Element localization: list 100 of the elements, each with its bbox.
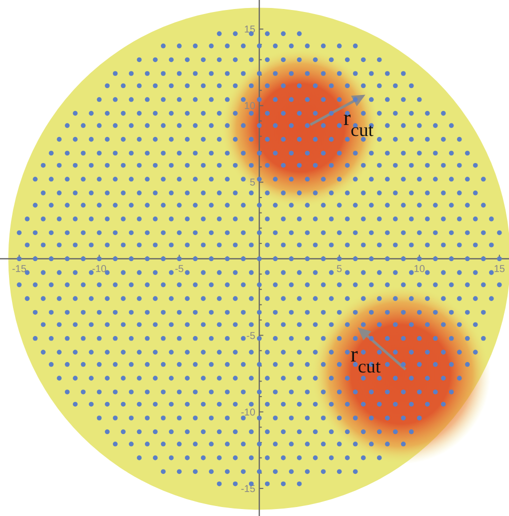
point xyxy=(248,136,254,142)
point xyxy=(224,230,230,236)
point xyxy=(256,390,262,394)
point xyxy=(272,362,278,367)
point xyxy=(264,322,270,328)
point xyxy=(464,336,470,341)
point xyxy=(328,455,334,460)
point xyxy=(88,162,94,168)
point xyxy=(472,190,478,196)
annotation: r$_{cut}$ xyxy=(350,341,382,377)
point xyxy=(400,336,406,341)
point xyxy=(184,190,190,196)
point xyxy=(408,350,414,355)
point xyxy=(264,350,270,355)
point xyxy=(152,110,158,116)
point xyxy=(296,429,302,434)
point xyxy=(264,270,270,275)
point xyxy=(104,216,110,222)
point xyxy=(112,310,118,315)
point xyxy=(320,123,326,128)
point xyxy=(432,362,438,367)
point xyxy=(448,176,454,182)
point xyxy=(280,242,286,248)
point xyxy=(48,202,54,208)
point xyxy=(72,376,78,381)
point xyxy=(160,123,166,128)
point xyxy=(360,83,366,88)
point xyxy=(312,110,318,116)
point xyxy=(48,176,54,182)
point xyxy=(192,469,198,474)
point xyxy=(384,71,390,76)
point xyxy=(248,322,254,328)
point xyxy=(112,416,118,420)
point xyxy=(40,322,46,328)
point xyxy=(120,136,126,142)
point xyxy=(200,57,206,62)
x-tick-label: -5 xyxy=(174,264,184,275)
point xyxy=(176,469,182,474)
point xyxy=(288,336,294,341)
point xyxy=(96,97,102,102)
point xyxy=(224,390,230,394)
point xyxy=(144,150,150,156)
point xyxy=(320,336,326,341)
point xyxy=(216,350,222,355)
point xyxy=(312,83,318,88)
point xyxy=(200,376,206,381)
point xyxy=(272,416,278,420)
point xyxy=(456,216,462,222)
point xyxy=(32,202,38,208)
point xyxy=(272,390,278,394)
point xyxy=(312,242,318,248)
y-tick-label: 5 xyxy=(250,178,256,189)
point xyxy=(288,176,294,182)
point xyxy=(104,190,110,196)
point xyxy=(192,230,198,236)
point xyxy=(248,216,254,222)
point xyxy=(152,402,158,407)
point xyxy=(240,202,246,208)
point xyxy=(328,429,334,434)
point xyxy=(224,150,230,156)
point xyxy=(296,216,302,222)
point xyxy=(80,202,86,208)
point xyxy=(256,176,262,182)
point xyxy=(160,442,166,446)
point xyxy=(232,296,238,301)
point xyxy=(240,71,246,76)
point xyxy=(104,429,110,434)
point xyxy=(336,71,342,76)
point xyxy=(152,216,158,222)
point xyxy=(168,83,174,88)
point xyxy=(400,150,406,156)
point xyxy=(288,202,294,208)
point xyxy=(352,310,358,315)
point xyxy=(256,362,262,367)
point xyxy=(320,176,326,182)
point xyxy=(160,202,166,208)
point xyxy=(128,336,134,341)
point xyxy=(328,83,334,88)
point xyxy=(136,350,142,355)
point xyxy=(168,216,174,222)
point xyxy=(224,176,230,182)
point xyxy=(488,216,494,222)
point xyxy=(144,362,150,367)
point xyxy=(216,481,222,486)
point xyxy=(88,190,94,196)
point xyxy=(400,310,406,315)
point xyxy=(112,176,118,182)
point xyxy=(304,150,310,156)
point xyxy=(360,350,366,355)
point xyxy=(24,216,30,222)
point xyxy=(208,336,214,341)
point xyxy=(216,136,222,142)
point xyxy=(304,97,310,102)
point xyxy=(368,71,374,76)
point xyxy=(288,362,294,367)
point xyxy=(488,270,494,275)
point xyxy=(224,442,230,446)
point xyxy=(208,310,214,315)
point xyxy=(408,136,414,142)
point xyxy=(320,390,326,394)
